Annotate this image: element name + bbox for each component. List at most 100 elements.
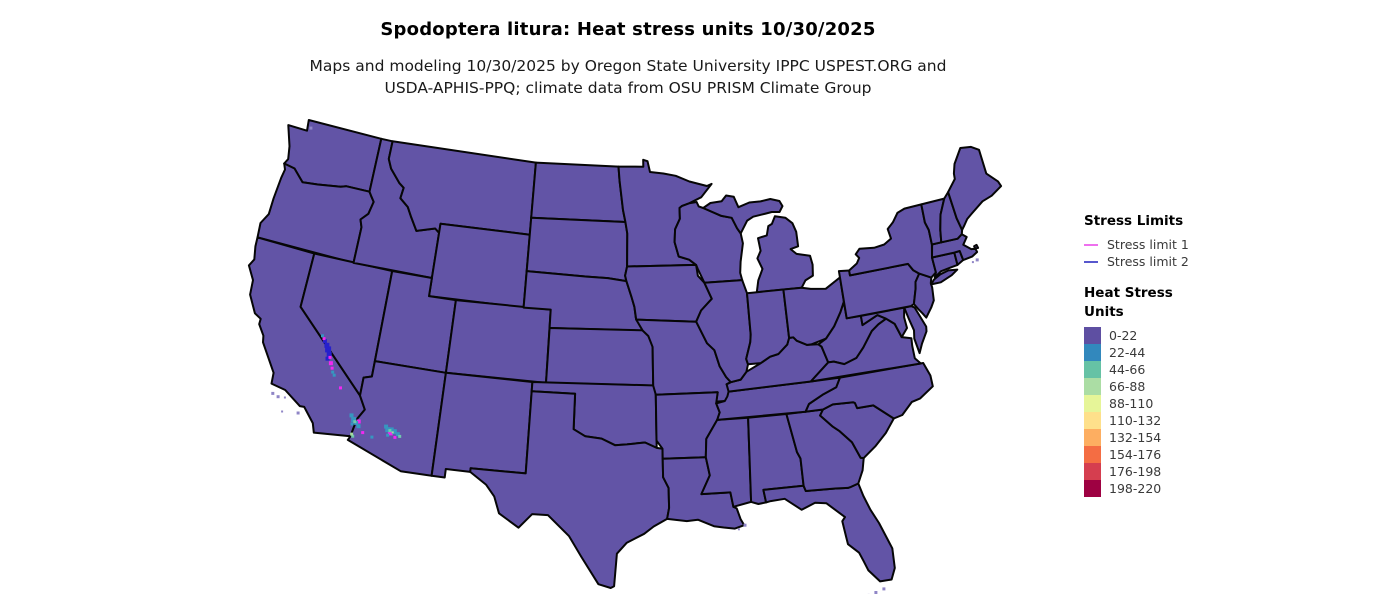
heat-stress-hotspot bbox=[387, 430, 393, 436]
heat-stress-hotspot bbox=[332, 373, 336, 377]
heat-bin-swatch-110-132 bbox=[1084, 412, 1101, 429]
heat-bin-swatch-154-176 bbox=[1084, 446, 1101, 463]
page-subtitle: Maps and modeling 10/30/2025 by Oregon S… bbox=[0, 55, 1256, 99]
state-me bbox=[947, 145, 1003, 231]
heat-stress-hotspot bbox=[388, 429, 392, 433]
heat-bin-row-154-176: 154-176 bbox=[1084, 446, 1396, 463]
heat-bin-row-132-154: 132-154 bbox=[1084, 429, 1396, 446]
heat-bin-label-22-44: 22-44 bbox=[1109, 345, 1146, 360]
stress-limits-items: Stress limit 1 Stress limit 2 bbox=[1084, 236, 1396, 270]
coastal-fringe-speck bbox=[276, 395, 280, 399]
heat-stress-hotspot bbox=[330, 366, 334, 370]
heat-stress-hotspot bbox=[321, 334, 324, 338]
heat-stress-hotspot bbox=[339, 386, 342, 390]
heat-bin-row-22-44: 22-44 bbox=[1084, 344, 1396, 361]
heat-bin-row-176-198: 176-198 bbox=[1084, 463, 1396, 480]
state-va bbox=[809, 317, 922, 383]
heat-bin-row-0-22: 0-22 bbox=[1084, 327, 1396, 344]
stress-limit-item-1: Stress limit 1 bbox=[1084, 236, 1396, 253]
coastal-fringe-speck bbox=[743, 523, 747, 527]
state-li bbox=[930, 268, 959, 286]
heat-bin-label-110-132: 110-132 bbox=[1109, 413, 1162, 428]
heat-stress-hotspot bbox=[325, 346, 332, 353]
coastal-fringe-speck bbox=[281, 410, 284, 413]
heat-stress-hotspot bbox=[349, 413, 354, 418]
heat-bin-label-176-198: 176-198 bbox=[1109, 464, 1162, 479]
heat-stress-hotspot bbox=[351, 434, 355, 438]
state-tx bbox=[469, 390, 671, 589]
heat-stress-hotspot bbox=[370, 435, 374, 439]
coastal-fringe-speck bbox=[975, 258, 979, 262]
heat-bin-swatch-88-110 bbox=[1084, 395, 1101, 412]
legend-panel: Stress Limits Stress limit 1 Stress limit… bbox=[1084, 212, 1396, 497]
heat-stress-hotspot bbox=[389, 427, 394, 432]
heat-stress-hotspot bbox=[353, 420, 357, 424]
heat-bins: 0-22 22-44 44-66 66-88 88-110 110-132 132-154 1… bbox=[1084, 327, 1396, 497]
stress-limit-2-line-swatch bbox=[1084, 260, 1098, 263]
heat-stress-hotspot bbox=[386, 433, 390, 437]
heat-stress-hotspot bbox=[384, 424, 389, 429]
heat-bin-row-88-110: 88-110 bbox=[1084, 395, 1396, 412]
heat-bin-swatch-176-198 bbox=[1084, 463, 1101, 480]
heat-stress-hotspot bbox=[398, 434, 402, 438]
heat-bin-row-110-132: 110-132 bbox=[1084, 412, 1396, 429]
heat-legend-title-line-2: Units bbox=[1084, 304, 1124, 320]
state-az bbox=[346, 360, 447, 477]
state-co bbox=[444, 299, 552, 384]
state-miu bbox=[702, 194, 784, 235]
heat-bin-label-0-22: 0-22 bbox=[1109, 328, 1138, 343]
heat-bin-label-66-88: 66-88 bbox=[1109, 379, 1146, 394]
heat-bin-swatch-66-88 bbox=[1084, 378, 1101, 395]
heat-stress-hotspot bbox=[356, 419, 361, 424]
coastal-fringe-speck bbox=[874, 591, 878, 594]
state-nm bbox=[430, 371, 534, 479]
stress-limit-2-label: Stress limit 2 bbox=[1107, 254, 1189, 269]
state-dv bbox=[903, 305, 928, 355]
stress-limit-item-2: Stress limit 2 bbox=[1084, 253, 1396, 270]
subtitle-line-1: Maps and modeling 10/30/2025 by Oregon S… bbox=[309, 57, 947, 75]
state-fl bbox=[762, 482, 896, 583]
state-wy bbox=[428, 222, 531, 309]
coastal-fringe-speck bbox=[296, 411, 300, 415]
coastal-fringe-speck bbox=[283, 396, 286, 399]
heat-bin-label-44-66: 44-66 bbox=[1109, 362, 1146, 377]
heat-bin-row-198-220: 198-220 bbox=[1084, 480, 1396, 497]
subtitle-line-2: USDA-APHIS-PPQ; climate data from OSU PR… bbox=[384, 79, 872, 97]
stress-limit-1-label: Stress limit 1 bbox=[1107, 237, 1189, 252]
state-ks bbox=[545, 327, 655, 387]
heat-stress-hotspot bbox=[385, 427, 391, 433]
heat-stress-hotspot bbox=[322, 337, 326, 341]
heat-stress-hotspot bbox=[325, 356, 330, 361]
heat-stress-hotspot bbox=[391, 431, 394, 434]
page-title: Spodoptera litura: Heat stress units 10/… bbox=[380, 19, 876, 40]
heat-stress-hotspot bbox=[350, 432, 354, 436]
state-mi bbox=[755, 215, 814, 294]
heat-bin-label-198-220: 198-220 bbox=[1109, 481, 1162, 496]
heat-bin-row-66-88: 66-88 bbox=[1084, 378, 1396, 395]
coastal-fringe-speck bbox=[737, 528, 740, 531]
coastal-fringe-speck bbox=[971, 261, 974, 264]
coastal-fringe-speck bbox=[882, 587, 886, 591]
heat-stress-hotspot bbox=[326, 351, 332, 357]
state-nd bbox=[530, 161, 627, 223]
heat-bin-swatch-0-22 bbox=[1084, 327, 1101, 344]
heat-bin-row-44-66: 44-66 bbox=[1084, 361, 1396, 378]
heat-stress-hotspot bbox=[351, 417, 357, 423]
heat-stress-hotspot bbox=[361, 431, 365, 435]
coastal-fringe-speck bbox=[271, 391, 275, 395]
state-ny bbox=[848, 203, 937, 279]
state-ia bbox=[624, 263, 713, 323]
heat-bin-swatch-198-220 bbox=[1084, 480, 1101, 497]
stress-limits-legend-title: Stress Limits bbox=[1084, 213, 1184, 229]
coastal-fringe-speck bbox=[309, 126, 313, 130]
stress-limit-1-line-swatch bbox=[1084, 243, 1098, 246]
heat-bin-label-154-176: 154-176 bbox=[1109, 447, 1162, 462]
heat-stress-hotspot bbox=[356, 424, 361, 429]
state-ma bbox=[931, 233, 980, 261]
heat-bin-swatch-22-44 bbox=[1084, 344, 1101, 361]
heat-stress-hotspot bbox=[324, 342, 330, 348]
state-wi bbox=[673, 201, 744, 284]
heat-stress-hotspot bbox=[350, 422, 354, 426]
heat-bin-label-88-110: 88-110 bbox=[1109, 396, 1154, 411]
